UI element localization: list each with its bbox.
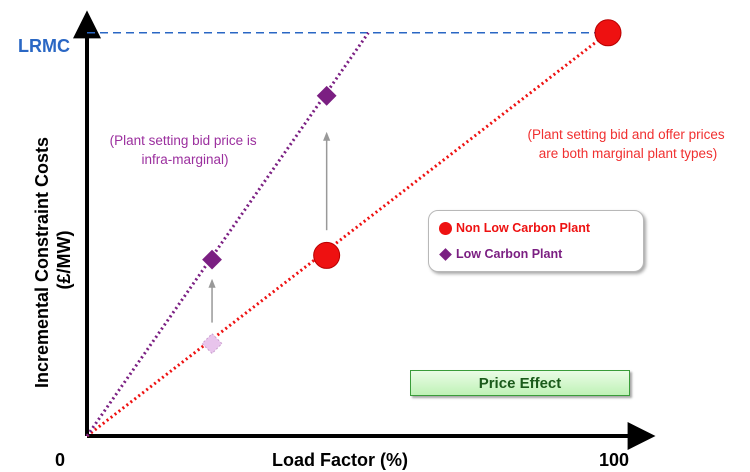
point-low-carbon-faded <box>201 332 223 355</box>
legend-item-low-carbon: Low Carbon Plant <box>439 245 562 263</box>
legend-circle-marker <box>439 221 452 235</box>
legend: Non Low Carbon Plant Low Carbon Plant <box>428 210 644 272</box>
lrmc-label: LRMC <box>18 36 70 56</box>
point-low-carbon-1 <box>202 249 222 270</box>
legend-item-non-low-carbon: Non Low Carbon Plant <box>439 219 590 237</box>
price-effect-button[interactable]: Price Effect <box>410 370 630 396</box>
legend-label-non-low-carbon: Non Low Carbon Plant <box>456 221 591 235</box>
point-non-low-carbon-1 <box>313 241 341 269</box>
point-low-carbon-2 <box>316 85 337 106</box>
annotation-infra-marginal: (Plant setting bid price is infra-margin… <box>110 133 261 167</box>
point-non-low-carbon-2 <box>594 19 622 47</box>
annotation-marginal: (Plant setting bid and offer prices are … <box>528 127 729 161</box>
legend-diamond-marker <box>439 247 452 261</box>
y-axis-label: Incremental Constraint Costs (£/MW) <box>32 132 74 388</box>
x-axis-label: Load Factor (%) <box>272 450 408 470</box>
series-line-low-carbon <box>85 31 370 437</box>
legend-label-low-carbon: Low Carbon Plant <box>456 247 563 261</box>
x-tick-0: 0 <box>55 450 65 470</box>
x-tick-100: 100 <box>599 450 629 470</box>
